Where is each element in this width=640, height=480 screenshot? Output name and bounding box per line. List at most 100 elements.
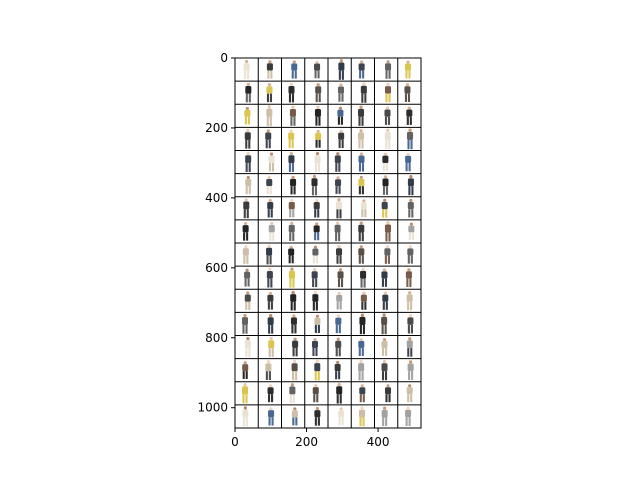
thumbnail-cell [328,58,352,82]
thumbnail-cell [304,404,328,428]
model-leg [361,371,364,381]
thumbnail-cell [328,104,352,128]
thumbnail-cell [304,358,328,382]
thumbnail-cell [328,358,352,382]
model-leg [244,116,247,125]
thumbnail-cell [281,127,305,151]
model-head [406,60,410,64]
model-top [266,108,273,117]
model-top [288,248,295,256]
model-top [360,294,367,302]
model-leg [242,417,245,427]
model-top [314,155,321,164]
model-leg [246,209,249,219]
thumbnail-cell [397,58,421,82]
model-leg [338,93,341,102]
model-head [315,314,320,318]
model-top [358,155,365,164]
model-leg [338,417,341,426]
model-leg [311,186,315,196]
model-leg [339,209,342,219]
model-leg [382,186,386,195]
model-leg [381,347,385,356]
model-head [315,60,319,64]
model-leg [407,93,411,103]
model-head [290,267,294,271]
thumbnail-cell [258,381,282,405]
thumbnail-cell [281,81,305,105]
model-leg [335,232,338,242]
model-leg [361,232,364,242]
model-head [383,152,388,156]
model-leg [245,348,248,357]
model-leg [359,394,362,403]
model-top [288,155,295,164]
model-head [246,336,250,341]
thumbnail-cell [258,104,282,128]
model-leg [292,209,295,218]
thumbnail-cell [328,243,352,267]
model-head [291,290,295,295]
model-top [242,364,249,372]
model-top [267,294,274,302]
model-head [268,267,272,271]
model-leg [407,301,410,311]
model-leg [271,163,275,172]
model-leg [312,255,315,264]
model-leg [408,70,411,79]
model-leg [382,209,385,218]
model-top [337,86,345,94]
thumbnail-cell [235,150,259,174]
model-leg [384,255,387,264]
model-top [407,178,414,187]
model-leg [384,116,388,125]
model-top [358,224,365,233]
model-leg [381,278,384,287]
model-leg [271,394,274,403]
model-leg [362,394,365,403]
thumbnail-cell [397,312,421,336]
model-leg [361,301,364,310]
model-leg [382,163,385,172]
model-top [288,202,295,210]
model-head [337,382,341,387]
model-head [337,245,341,249]
model-head [290,221,294,225]
model-leg [245,163,248,173]
thumbnail-cell [397,358,421,382]
thumbnail-cell [281,243,305,267]
model-leg [266,93,270,103]
model-leg [341,139,344,149]
model-leg [292,232,295,241]
model-head [339,407,343,411]
thumbnail-cell [304,127,328,151]
thumbnail-cell [235,58,259,82]
thumbnail-cell [235,404,259,428]
model-leg [337,116,340,125]
model-head [293,407,297,411]
thumbnail-cell [351,104,375,128]
model-leg [338,232,341,242]
model-top [290,294,297,302]
model-leg [410,255,413,264]
model-head [315,359,319,364]
thumbnail-cell [258,243,282,267]
model-leg [407,324,410,334]
model-leg [288,139,291,149]
y-tick-label: 200 [205,121,228,135]
model-leg [359,417,362,427]
thumbnail-cell [281,150,305,174]
model-top [288,270,295,279]
thumbnail-cell [258,127,282,151]
model-leg [314,324,317,333]
model-leg [385,232,388,242]
thumbnail-cell [304,335,328,359]
model-top [382,178,389,187]
model-leg [266,255,269,265]
model-top [357,132,365,140]
model-leg [340,116,343,125]
model-leg [341,93,344,102]
model-leg [361,186,364,195]
thumbnail-cell [304,81,328,105]
model-head [359,221,363,225]
